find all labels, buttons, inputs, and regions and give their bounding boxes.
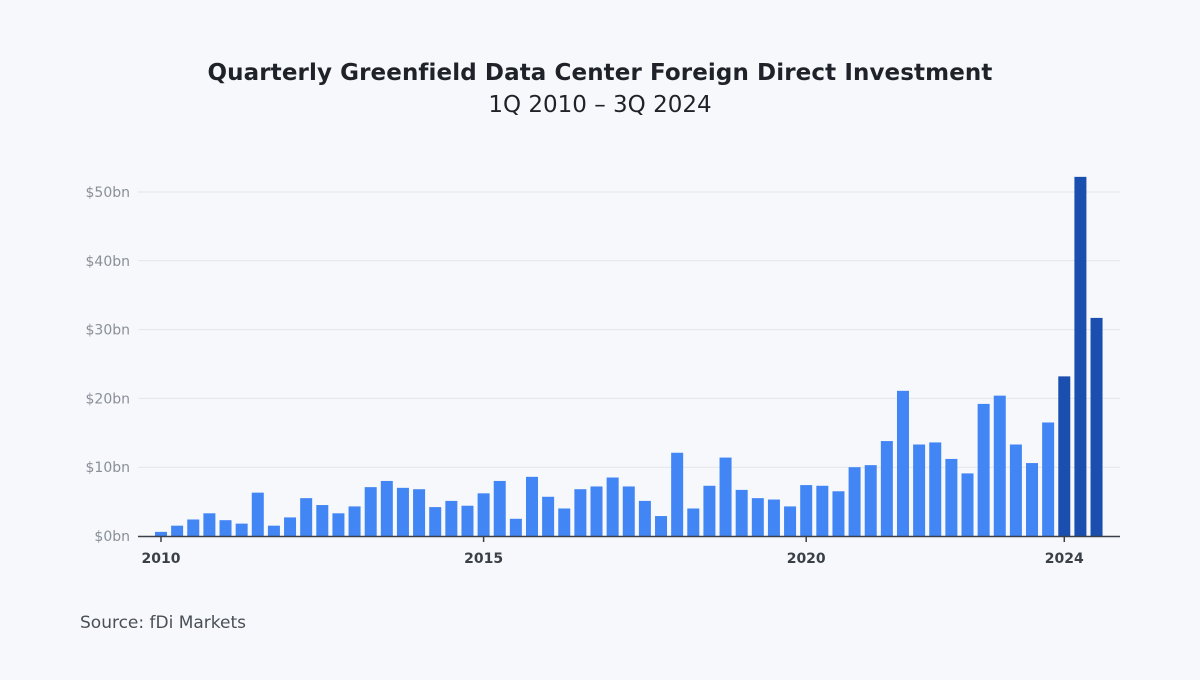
x-tick-label-2015: 2015 xyxy=(464,551,503,567)
bar-2q-2013 xyxy=(364,487,377,536)
bar-1q-2023 xyxy=(993,395,1006,536)
bar-4q-2015 xyxy=(525,476,538,536)
bar-3q-2016 xyxy=(574,489,587,536)
bar-1q-2021 xyxy=(864,465,877,536)
chart-subtitle: 1Q 2010 – 3Q 2024 xyxy=(488,92,712,118)
bar-2q-2023 xyxy=(1009,444,1022,536)
bar-4q-2011 xyxy=(267,525,280,536)
bar-3q-2022 xyxy=(961,473,974,536)
bar-4q-2021 xyxy=(913,444,926,536)
bar-2q-2014 xyxy=(429,507,442,536)
bar-3q-2024 xyxy=(1090,317,1103,536)
bar-1q-2018 xyxy=(671,452,684,536)
bar-1q-2014 xyxy=(413,489,426,536)
bar-2q-2021 xyxy=(880,441,893,536)
bar-1q-2011 xyxy=(219,520,232,536)
chart-title: Quarterly Greenfield Data Center Foreign… xyxy=(207,60,993,86)
bar-2q-2011 xyxy=(235,523,248,536)
gridlines xyxy=(138,191,1120,468)
bar-1q-2022 xyxy=(929,442,942,536)
bar-4q-2020 xyxy=(848,467,861,536)
x-tick-label-2020: 2020 xyxy=(787,551,826,567)
bar-2q-2018 xyxy=(687,508,700,536)
bar-2q-2019 xyxy=(751,498,764,536)
bar-3q-2020 xyxy=(832,491,845,536)
bar-2q-2020 xyxy=(816,485,829,536)
bar-4q-2022 xyxy=(977,403,990,536)
y-tick-label: $40bn xyxy=(86,254,130,270)
bar-3q-2018 xyxy=(703,485,716,536)
bar-1q-2019 xyxy=(735,489,748,536)
bar-3q-2021 xyxy=(896,390,909,536)
bar-4q-2017 xyxy=(655,516,668,536)
bar-4q-2012 xyxy=(332,513,345,536)
bar-3q-2013 xyxy=(380,480,393,536)
bar-1q-2017 xyxy=(606,477,619,536)
bar-2q-2015 xyxy=(493,480,506,536)
bar-3q-2017 xyxy=(638,500,651,536)
bar-3q-2012 xyxy=(316,505,329,536)
bar-3q-2023 xyxy=(1026,463,1039,536)
bar-1q-2013 xyxy=(348,506,361,536)
y-tick-label: $0bn xyxy=(94,529,130,545)
bar-2q-2010 xyxy=(171,525,184,536)
bar-2q-2022 xyxy=(945,458,958,536)
y-axis-ticks: $0bn $10bn $20bn $30bn $40bn $50bn xyxy=(86,185,130,545)
bar-1q-2020 xyxy=(800,485,813,536)
x-tick-label-2010: 2010 xyxy=(142,551,181,567)
bar-1q-2016 xyxy=(542,496,555,536)
bar-1q-2012 xyxy=(284,517,297,536)
bar-2q-2016 xyxy=(558,508,571,536)
bar-4q-2010 xyxy=(203,513,216,536)
bar-3q-2011 xyxy=(251,492,264,536)
bar-1q-2015 xyxy=(477,493,490,536)
bar-4q-2019 xyxy=(784,506,797,536)
y-tick-label: $20bn xyxy=(86,391,130,407)
bar-4q-2013 xyxy=(396,487,409,536)
x-axis xyxy=(138,535,1120,542)
bar-3q-2019 xyxy=(767,499,780,536)
bar-3q-2014 xyxy=(445,500,458,536)
x-axis-ticks: 2010 2015 2020 2024 xyxy=(142,551,1085,567)
bar-1q-2024 xyxy=(1058,376,1071,536)
bar-4q-2018 xyxy=(719,457,732,536)
bar-4q-2016 xyxy=(590,486,603,536)
bar-4q-2023 xyxy=(1042,422,1055,536)
bar-2q-2024 xyxy=(1074,176,1087,537)
x-tick-label-2024: 2024 xyxy=(1045,551,1084,567)
bar-3q-2015 xyxy=(509,518,522,536)
source-note: Source: fDi Markets xyxy=(80,613,247,633)
y-tick-label: $10bn xyxy=(86,460,130,476)
bar-2q-2012 xyxy=(300,498,313,536)
bar-4q-2014 xyxy=(461,505,474,536)
bar-3q-2010 xyxy=(187,519,200,536)
y-tick-label: $30bn xyxy=(86,323,130,339)
bars xyxy=(155,176,1103,537)
y-tick-label: $50bn xyxy=(86,185,130,201)
bar-1q-2010 xyxy=(155,531,167,536)
bar-2q-2017 xyxy=(622,486,635,536)
